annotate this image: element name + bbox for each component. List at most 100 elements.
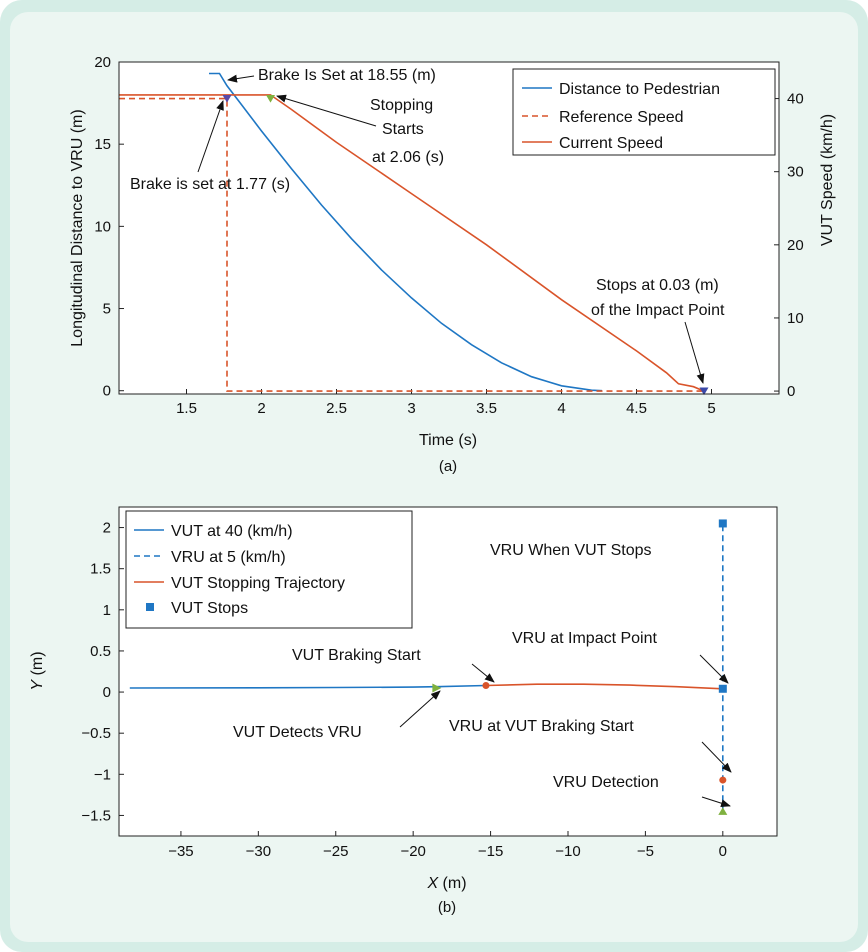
annotation-stopping-3: at 2.06 (s) (372, 149, 444, 166)
y-tick-label-b: 2 (103, 520, 111, 537)
marker-a (266, 94, 275, 103)
annotation-brake-distance: Brake Is Set at 18.55 (m) (258, 67, 436, 84)
legend-label-vut40: VUT at 40 (km/h) (171, 523, 293, 540)
caption-b: (b) (438, 899, 456, 916)
arrow-brake-time (197, 100, 224, 173)
y-right-tick-label-a: 30 (787, 164, 804, 181)
series-vut-stopping-line (485, 683, 723, 690)
annotation-vut-braking: VUT Braking Start (292, 647, 421, 664)
plot-border-b (118, 506, 778, 837)
x-axis-label-a: Time (s) (419, 432, 477, 449)
y-axis-unit-b: (m) (29, 651, 46, 679)
arrow-vru-impact (699, 654, 729, 684)
series-distance-line (209, 72, 603, 392)
arrow-vut-braking (471, 663, 495, 683)
series-vut-40-line (129, 684, 486, 689)
annotation-stops-1: Stops at 0.03 (m) (596, 277, 719, 294)
y-tick-label-b: 0.5 (90, 643, 111, 660)
x-tick-label-a: 5 (707, 400, 715, 417)
points-b (432, 519, 728, 815)
y-tick-label-b: 0 (103, 684, 111, 701)
y-left-tick-label-a: 20 (94, 54, 111, 71)
x-axis-label-b: X (m) (426, 875, 466, 892)
y-axis-right-label-a: VUT Speed (km/h) (819, 114, 836, 246)
series-current-speed-line (119, 94, 705, 392)
legend-label-vru5: VRU at 5 (km/h) (171, 549, 286, 566)
annotation-stops-2: of the Impact Point (591, 302, 725, 319)
x-tick-label-b: −25 (323, 843, 348, 860)
x-tick-label-a: 4 (557, 400, 565, 417)
x-tick-label-a: 3.5 (476, 400, 497, 417)
annotation-stopping-2: Starts (382, 121, 424, 138)
series-group-a (119, 72, 705, 392)
point-triangle-b (432, 683, 442, 693)
y-tick-label-b: 1 (103, 602, 111, 619)
annotation-stopping-1: Stopping (370, 97, 433, 114)
y-left-tick-label-a: 15 (94, 136, 111, 153)
legend-label-current: Current Speed (559, 135, 663, 152)
legend-label-reference: Reference Speed (559, 109, 684, 126)
legend-box-b (125, 510, 413, 629)
legend-box-a (512, 68, 776, 156)
y-right-tick-label-a: 0 (787, 383, 795, 400)
point-dot-b (719, 776, 727, 784)
point-square-b (718, 684, 727, 693)
series-reference-speed-line (119, 97, 704, 392)
legend-swatch-vut-stops (146, 603, 154, 611)
arrow-vru-braking (701, 741, 732, 773)
x-tick-label-b: 0 (719, 843, 727, 860)
legend-a: Distance to Pedestrian Reference Speed C… (512, 68, 776, 156)
x-tick-label-a: 2.5 (326, 400, 347, 417)
arrow-brake-distance (227, 74, 255, 83)
x-tick-label-b: −15 (478, 843, 503, 860)
legend-label-vut-stops: VUT Stops (171, 600, 248, 617)
y-left-tick-label-a: 5 (103, 301, 111, 318)
point-dot-b (482, 681, 490, 689)
x-tick-label-a: 1.5 (176, 400, 197, 417)
marker-a (222, 94, 232, 103)
arrow-stops (684, 321, 705, 384)
point-triangle-b (718, 807, 728, 815)
chart-b: −35 −30 −25 −20 −15 −10 −5 0 −1.5 −1 −0.5 0 0.5 1 1.5… (29, 506, 778, 916)
legend-label-distance: Distance to Pedestrian (559, 81, 720, 98)
y-axis-var-b: Y (29, 679, 46, 691)
annotation-vru-detection: VRU Detection (553, 774, 659, 791)
x-tick-label-a: 4.5 (626, 400, 647, 417)
y-right-tick-label-a: 10 (787, 310, 804, 327)
arrow-vut-detects (399, 690, 441, 728)
x-tick-label-a: 3 (407, 400, 415, 417)
annotation-vut-detects: VUT Detects VRU (233, 724, 362, 741)
x-axis-b: −35 −30 −25 −20 −15 −10 −5 0 (168, 831, 727, 860)
point-square-b (718, 519, 727, 528)
legend-b: VUT at 40 (km/h) VRU at 5 (km/h) VUT Sto… (125, 510, 413, 629)
markers-a (222, 94, 709, 396)
y-axis-label-b: Y (m) (29, 651, 46, 690)
y-axis-left-a: 0 5 10 15 20 (94, 54, 124, 400)
y-left-tick-label-a: 0 (103, 383, 111, 400)
y-tick-label-b: −1 (94, 766, 111, 783)
annotation-vru-impact: VRU at Impact Point (512, 630, 658, 647)
marker-a (699, 387, 709, 396)
y-axis-b: −1.5 −1 −0.5 0 0.5 1 1.5 2 (81, 520, 124, 824)
x-tick-label-b: −30 (246, 843, 271, 860)
annotation-vru-when-stops: VRU When VUT Stops (490, 542, 652, 559)
arrow-vru-detection (701, 796, 731, 808)
caption-a: (a) (439, 458, 457, 475)
plot-border-a (118, 61, 780, 395)
x-axis-unit-b: (m) (438, 875, 466, 892)
x-tick-label-b: −20 (400, 843, 425, 860)
y-tick-label-b: −0.5 (81, 725, 111, 742)
x-axis-a: 1.5 2 2.5 3 3.5 4 4.5 5 (176, 389, 716, 417)
x-tick-label-b: −10 (555, 843, 580, 860)
arrow-stopping (276, 94, 377, 127)
y-axis-right-a: 0 10 20 30 40 (774, 91, 804, 400)
x-axis-var-b: X (426, 875, 439, 892)
y-tick-label-b: 1.5 (90, 561, 111, 578)
y-left-tick-label-a: 10 (94, 218, 111, 235)
x-tick-label-b: −5 (637, 843, 654, 860)
series-group-b (129, 523, 724, 812)
y-right-tick-label-a: 20 (787, 237, 804, 254)
chart-a: 1.5 2 2.5 3 3.5 4 4.5 5 0 5 10 15 20 0 10 20 30 40 Brak… (69, 54, 836, 475)
y-tick-label-b: −1.5 (81, 807, 111, 824)
